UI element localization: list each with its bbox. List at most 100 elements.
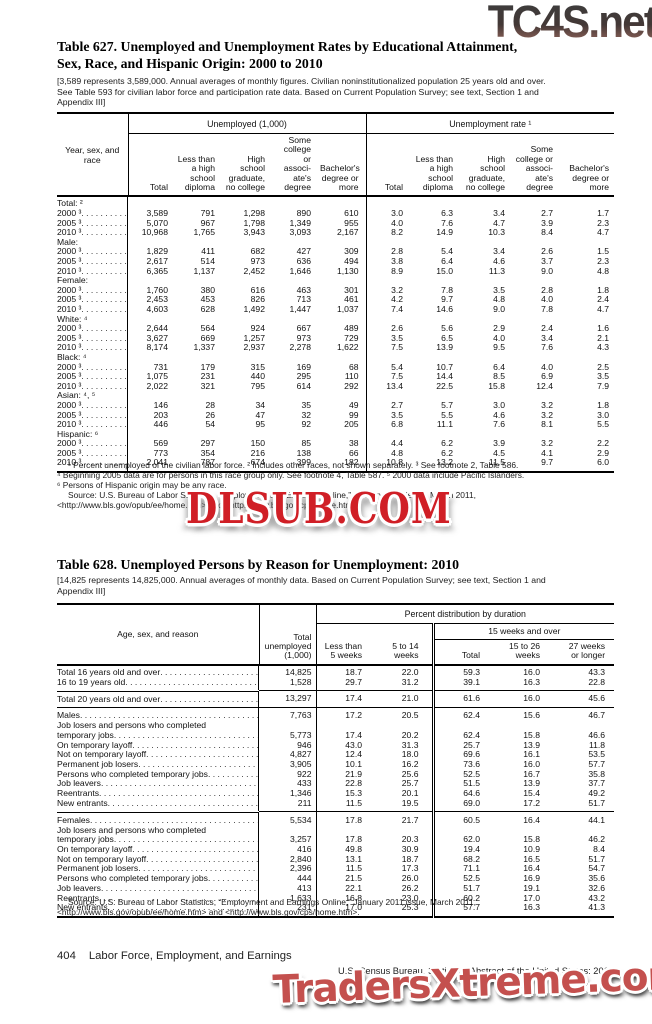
value-cell: 21.7 [375,811,433,826]
value-cell: 203 [153,409,168,420]
table-row: Hispanic: ⁶ [57,429,614,440]
value-cell [224,276,274,286]
value-cell: 169 [296,361,311,372]
value-cell: 51.5 [431,779,493,790]
value-cell: 1.7 [597,208,610,219]
value-cell: 973 [250,256,265,266]
table-row: 2010 ³ 446 54 95 92 205 6.8 11.1 7.6 8.1 5.5 [57,419,614,430]
value-cell: 16.0 [523,758,540,769]
table-627-footnotes: ¹ Percent unemployed of the civilian lab… [57,460,525,490]
value-cell: 682 [250,246,265,257]
value-cell: 20.5 [375,706,433,722]
value-cell: 25.6 [401,768,419,779]
table-row: Job leavers433 22.8 25.7 51.5 13.9 37.7 [57,778,614,790]
value-cell [224,238,274,248]
table-627-note: [3,589 represents 3,589,000. Annual aver… [57,76,546,108]
value-cell: 6.3 [441,208,454,219]
value-cell [366,430,412,440]
value-cell: 182 [320,458,367,473]
table-row: 2005 ³ 2,617 514 973 636 494 3.8 6.4 4.6 3.7 2.3 [57,256,614,267]
value-cell: 17.3 [401,863,419,874]
value-cell: 26 [205,409,215,420]
value-cell: 8.9 [391,265,404,276]
row-label: Total: ² [57,197,128,210]
value-cell: 8.1 [541,419,554,430]
table-row: New entrants211 11.5 19.5 69.0 17.2 51.7 [57,797,614,812]
value-cell [431,721,493,731]
table-row: Persons who completed temporary jobs922 2… [57,768,614,780]
value-cell: 380 [200,284,215,295]
column-header: High school graduate, no college [224,133,274,198]
value-cell: 28 [205,399,215,410]
value-cell: 890 [296,208,311,219]
value-cell [224,315,274,325]
value-cell: 4.6 [493,409,506,420]
value-cell [128,391,177,401]
value-cell: 16.0 [523,666,540,677]
row-label: 2005 ³ [57,410,128,421]
value-cell: 3,257 [259,835,317,846]
value-cell: 463 [296,284,311,295]
value-cell: 791 [200,208,215,219]
table-628: Age, sex, and reason Total unemployed (1… [57,603,615,918]
value-cell: 10,968 [141,227,168,238]
value-cell: 569 [153,438,168,449]
header-row: 15 weeks and over [57,623,615,640]
value-cell [514,238,562,248]
value-cell: 10.9 [523,844,540,855]
value-cell: 8,174 [146,342,168,353]
value-cell [462,196,514,209]
value-cell: 1.8 [597,399,610,410]
value-cell: 17.0 [345,902,362,913]
row-label: 2005 ³ [57,295,128,305]
value-cell: 4.0 [493,332,506,343]
value-cell: 35 [301,399,311,410]
value-cell: 11.1 [436,419,454,430]
value-cell: 95 [255,419,265,430]
column-header: Less than a high school diploma [412,133,463,198]
value-cell: 21.9 [345,768,362,779]
table-row: 2000 ³ 146 28 34 35 49 2.7 5.7 3.0 3.2 1.8 [57,399,614,411]
value-cell [320,196,367,210]
value-cell: 18.7 [401,853,419,864]
value-cell: 92 [301,419,311,430]
value-cell: 1,130 [320,266,367,277]
value-cell: 2,452 [243,265,265,276]
value-cell: 667 [296,323,311,334]
value-cell: 13.9 [523,778,540,789]
value-cell: 315 [250,361,265,372]
value-cell: 5.6 [441,323,454,334]
value-cell: 15.8 [488,380,506,391]
table-row: On temporary layoff946 43.0 31.3 25.7 13.9 11… [57,739,614,751]
row-label: 2010 ³ [57,420,128,430]
column-header: Less than a high school diploma [177,133,224,198]
value-cell: 2,644 [146,323,168,334]
value-cell: 2,022 [146,380,168,391]
value-cell: 31.3 [401,739,419,750]
row-label: 2005 ³ [57,448,128,459]
row-label: 2000 ³ [57,400,128,411]
row-label: Job leavers [57,883,259,894]
column-header: Bachelor's degree or more [320,133,367,198]
value-cell: 4.2 [391,294,404,305]
value-cell: 15.4 [523,788,540,799]
row-label: Asian: ⁴, ⁵ [57,391,128,401]
value-cell [320,352,367,363]
value-cell [462,276,514,286]
table-row: Job leavers413 22.1 26.2 51.7 19.1 32.6 [57,883,614,894]
value-cell: 955 [320,218,367,229]
value-cell: 44.1 [553,811,615,826]
table-row: 2000 ³ 1,760 380 616 463 301 3.2 7.8 3.5 2.8 1.8 [57,284,614,296]
value-cell: 49.8 [345,844,362,855]
value-cell: 52.5 [431,873,493,884]
table-row: Total 16 years old and over14,825 18.7 22.… [57,664,614,678]
value-cell: 60.2 [431,893,493,904]
value-cell: 13,297 [259,690,317,708]
value-cell: 17.2 [523,797,540,808]
value-cell: 1,346 [259,788,317,799]
value-cell: 2.3 [597,217,610,228]
value-cell: 41.3 [588,902,606,913]
value-cell: 1,349 [289,217,311,228]
value-cell: 3.7 [541,256,554,266]
